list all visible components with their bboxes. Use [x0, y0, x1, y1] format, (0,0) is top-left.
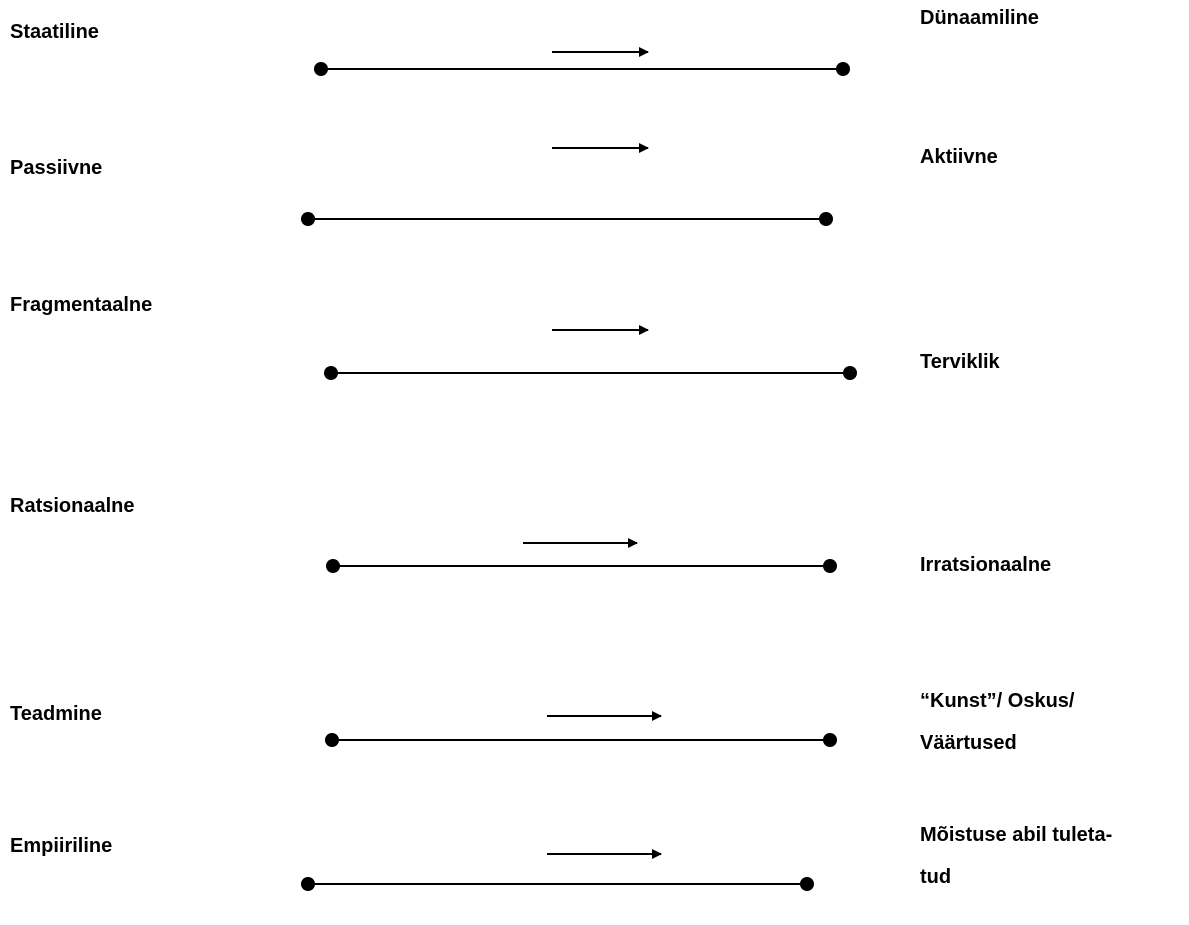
scale-right-endpoint: [836, 62, 850, 76]
right-label-dunaamiline: Dünaamiline: [920, 7, 1039, 29]
scale-ratsionaalne-irratsionaalne: [326, 538, 837, 573]
left-label-empiiriline: Empiiriline: [10, 835, 113, 857]
scale-left-endpoint: [324, 366, 338, 380]
right-label-aktiivne: Aktiivne: [920, 146, 998, 168]
scale-right-endpoint: [823, 559, 837, 573]
scale-right-endpoint: [823, 733, 837, 747]
left-label-teadmine: Teadmine: [10, 703, 102, 725]
scale-staatiline-dunaamiline: [314, 47, 850, 76]
scale-teadmine-kunst: [325, 711, 837, 747]
scale-fragmentaalne-terviklik: [324, 325, 857, 380]
right-label-line: “Kunst”/ Oskus/: [920, 690, 1075, 712]
right-label-line: Mõistuse abil tuleta-: [920, 824, 1113, 846]
scale-left-endpoint: [314, 62, 328, 76]
scale-left-endpoint: [325, 733, 339, 747]
scale-empiiriline-moistuse: [301, 849, 814, 891]
scale-right-endpoint: [819, 212, 833, 226]
scale-left-endpoint: [301, 212, 315, 226]
right-label-line: tud: [920, 866, 952, 888]
right-label-terviklik: Terviklik: [920, 351, 1000, 373]
scale-right-endpoint: [800, 877, 814, 891]
scale-right-endpoint: [843, 366, 857, 380]
left-label-staatiline: Staatiline: [10, 21, 99, 43]
right-label-line: Väärtused: [920, 732, 1017, 754]
right-label-moistuse-abil-tuletatud: Mõistuse abil tuleta- tud: [920, 814, 1112, 898]
left-label-ratsionaalne: Ratsionaalne: [10, 495, 135, 517]
right-label-irratsionaalne: Irratsionaalne: [920, 554, 1052, 576]
scale-left-endpoint: [301, 877, 315, 891]
left-label-passiivne: Passiivne: [10, 157, 103, 179]
scale-passiivne-aktiivne: [301, 143, 833, 226]
left-label-fragmentaalne: Fragmentaalne: [10, 294, 153, 316]
right-label-kunst-oskus-vaartused: “Kunst”/ Oskus/ Väärtused: [920, 680, 1074, 764]
scale-left-endpoint: [326, 559, 340, 573]
